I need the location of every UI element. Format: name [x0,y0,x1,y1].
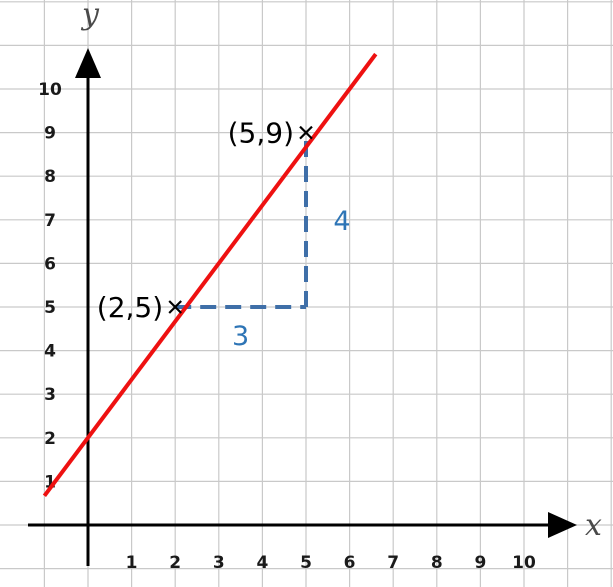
point-marker [299,125,313,140]
run-label: 3 [232,321,249,352]
series-layer [42,52,378,497]
x-tick-label: 7 [387,553,399,573]
point-marker [168,300,182,314]
y-tick-label: 1 [44,472,56,492]
y-axis-title: y [80,0,100,32]
y-tick-labels: 1 2 3 4 5 6 7 8 9 10 [38,80,62,492]
y-tick-label: 3 [44,385,56,405]
point-marker-stroke [168,300,182,314]
x-tick-label: 5 [300,553,312,573]
series-line [42,52,378,497]
x-tick-label: 8 [431,553,443,573]
axes: x y [28,0,602,566]
x-tick-label: 9 [474,553,486,573]
y-tick-label: 10 [38,80,62,100]
point-label: (2,5) [97,291,163,324]
slope-triangle: 34 [175,132,351,352]
y-tick-label: 8 [44,167,56,187]
point-marker-stroke [299,125,313,140]
y-tick-label: 9 [44,124,56,144]
x-tick-label: 1 [126,553,138,573]
x-tick-label: 10 [512,553,536,573]
y-tick-label: 7 [44,211,56,231]
rise-label: 4 [333,206,350,237]
y-tick-label: 5 [44,298,56,318]
x-axis-title: x [585,508,602,543]
y-axis-arrow-icon [75,48,101,78]
x-tick-label: 2 [169,553,181,573]
x-tick-label: 3 [213,553,225,573]
x-tick-labels: 1 2 3 4 5 6 7 8 9 10 [126,553,536,573]
x-tick-label: 6 [344,553,356,573]
point-label: (5,9) [228,117,294,150]
x-axis-arrow-icon [548,512,577,538]
y-tick-label: 6 [44,254,56,274]
points-layer: (2,5) (5,9) [97,117,313,324]
y-tick-label: 4 [44,342,56,362]
x-tick-label: 4 [256,553,268,573]
y-tick-label: 2 [44,429,56,449]
